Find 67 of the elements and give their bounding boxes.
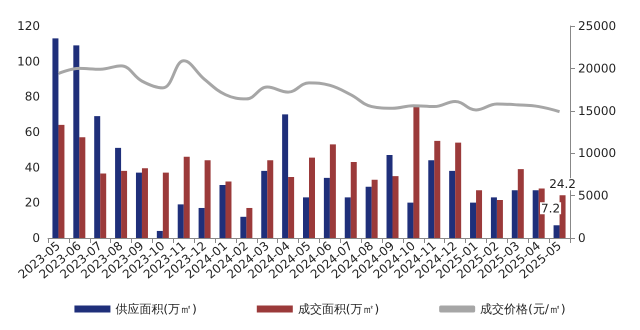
bar [455,142,462,238]
bar [142,168,148,238]
bar [554,225,560,238]
line-series [56,59,562,114]
bar [94,116,100,238]
bar [225,181,232,238]
bar [204,160,211,238]
bar [490,197,497,238]
bar [52,38,58,238]
y2-tick-label: 5000 [578,188,609,203]
bar [350,162,357,238]
y-tick-label: 80 [24,90,40,104]
y-tick-label: 100 [17,54,40,68]
bar [330,144,336,238]
bar [324,178,330,238]
bar [79,137,86,238]
legend-label: 成交价格(元/㎡) [480,302,566,316]
bar [219,185,226,238]
bar [470,202,476,238]
bar [58,124,64,238]
bar [100,174,106,238]
bar [386,154,393,238]
bar [512,190,518,238]
bar [428,160,434,238]
bar [198,208,205,238]
bar [560,195,566,238]
bar [267,160,274,238]
bar [366,186,372,238]
data-label: 24.2 [549,177,576,192]
y-tick-label: 120 [17,19,40,33]
bar [240,216,246,238]
bar [246,208,252,238]
bar [372,180,378,238]
bar [303,197,309,238]
y-tick-label: 60 [24,125,40,139]
y2-tick-label: 0 [578,231,586,245]
bar [407,202,414,238]
bar [121,170,128,238]
bar [309,158,315,238]
bar [449,170,456,238]
bar [162,172,169,238]
data-label: 7.2 [541,201,560,216]
bar [73,45,80,238]
bar [178,204,184,238]
bar [476,190,482,238]
y2-tick-label: 10000 [578,146,616,160]
bar [532,190,539,238]
bar [282,114,288,238]
bar [434,140,440,238]
legend-label: 成交面积(万㎡) [298,302,380,316]
bar [261,170,268,238]
bar [392,176,399,238]
y-tick-label: 0 [32,231,40,245]
y2-tick-label: 15000 [578,104,616,118]
bar [136,172,142,238]
bar [184,156,190,238]
bar [344,197,351,238]
legend-label: 供应面积(万㎡) [115,302,197,316]
y-tick-label: 20 [24,196,40,210]
bar [156,230,163,238]
bar [518,169,524,238]
bar [288,177,294,238]
bar [115,148,122,238]
y2-tick-label: 20000 [578,61,616,76]
y2-tick-label: 25000 [578,19,616,33]
y-tick-label: 40 [24,160,40,174]
bar [496,200,503,238]
